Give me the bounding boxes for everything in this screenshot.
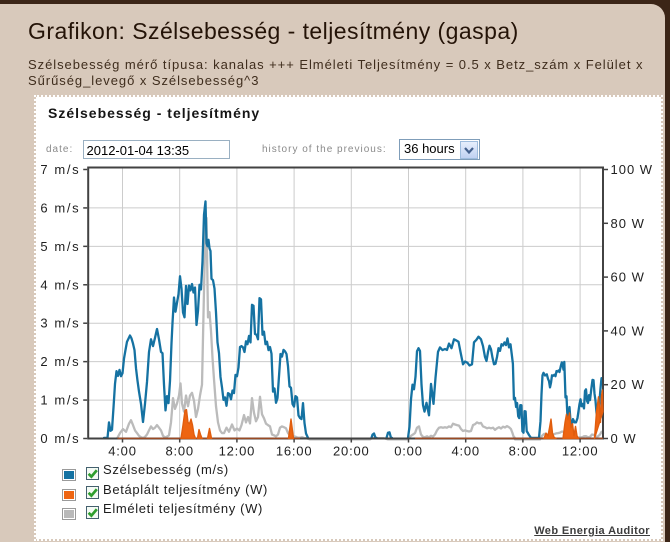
svg-text:80 W: 80 W bbox=[611, 216, 645, 231]
svg-text:100 W: 100 W bbox=[611, 162, 654, 177]
svg-text:7 m/s: 7 m/s bbox=[40, 162, 80, 177]
svg-text:4:00: 4:00 bbox=[108, 444, 137, 459]
svg-text:0 W: 0 W bbox=[611, 431, 637, 446]
svg-text:16:00: 16:00 bbox=[276, 444, 313, 459]
svg-text:12:00: 12:00 bbox=[219, 444, 256, 459]
svg-text:0:00: 0:00 bbox=[394, 444, 423, 459]
svg-text:0 m/s: 0 m/s bbox=[40, 431, 80, 446]
svg-text:20:00: 20:00 bbox=[333, 444, 370, 459]
svg-text:3 m/s: 3 m/s bbox=[40, 316, 80, 331]
svg-text:8:00: 8:00 bbox=[509, 444, 538, 459]
svg-text:2 m/s: 2 m/s bbox=[40, 354, 80, 369]
svg-text:1 m/s: 1 m/s bbox=[40, 393, 80, 408]
svg-text:4 m/s: 4 m/s bbox=[40, 277, 80, 292]
svg-text:60 W: 60 W bbox=[611, 270, 645, 285]
svg-text:20 W: 20 W bbox=[611, 377, 645, 392]
svg-text:40 W: 40 W bbox=[611, 323, 645, 338]
svg-text:4:00: 4:00 bbox=[451, 444, 480, 459]
svg-text:12:00: 12:00 bbox=[562, 444, 599, 459]
svg-text:6 m/s: 6 m/s bbox=[40, 200, 80, 215]
svg-text:8:00: 8:00 bbox=[165, 444, 194, 459]
svg-text:5 m/s: 5 m/s bbox=[40, 239, 80, 254]
